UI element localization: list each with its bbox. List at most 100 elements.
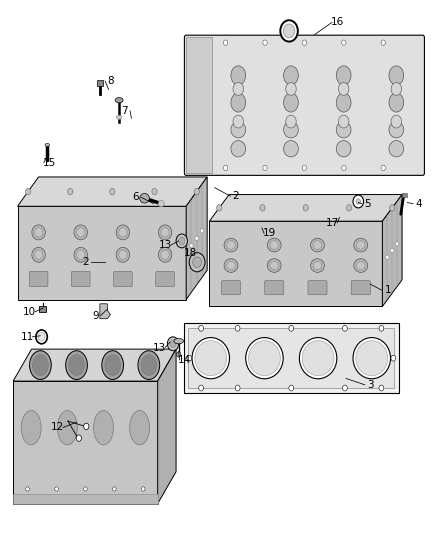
Ellipse shape bbox=[32, 247, 46, 262]
Ellipse shape bbox=[105, 355, 120, 375]
Ellipse shape bbox=[116, 247, 130, 262]
Ellipse shape bbox=[158, 247, 172, 262]
Ellipse shape bbox=[267, 238, 281, 252]
Ellipse shape bbox=[77, 250, 85, 260]
Circle shape bbox=[84, 487, 87, 491]
Text: 8: 8 bbox=[107, 76, 114, 86]
Bar bbox=[39, 306, 46, 312]
Circle shape bbox=[289, 385, 294, 391]
Ellipse shape bbox=[32, 225, 46, 240]
Bar bbox=[13, 494, 158, 504]
Ellipse shape bbox=[231, 141, 246, 157]
Circle shape bbox=[342, 40, 346, 45]
Circle shape bbox=[167, 337, 179, 351]
Ellipse shape bbox=[389, 141, 404, 157]
Ellipse shape bbox=[336, 66, 351, 85]
Ellipse shape bbox=[231, 93, 246, 112]
Circle shape bbox=[141, 487, 145, 491]
Circle shape bbox=[177, 352, 181, 357]
Ellipse shape bbox=[34, 250, 43, 260]
Bar bbox=[188, 328, 394, 388]
FancyBboxPatch shape bbox=[71, 271, 90, 287]
Circle shape bbox=[55, 487, 58, 491]
Text: 6: 6 bbox=[132, 192, 139, 202]
Polygon shape bbox=[13, 381, 158, 504]
Ellipse shape bbox=[248, 341, 280, 376]
Circle shape bbox=[356, 199, 360, 204]
Ellipse shape bbox=[356, 341, 388, 376]
Text: 17: 17 bbox=[325, 218, 339, 228]
Circle shape bbox=[286, 115, 296, 128]
Ellipse shape bbox=[74, 247, 88, 262]
Text: 5: 5 bbox=[364, 199, 371, 208]
Circle shape bbox=[289, 325, 294, 331]
Text: 14: 14 bbox=[178, 355, 191, 365]
Text: 11: 11 bbox=[21, 332, 34, 342]
Ellipse shape bbox=[231, 122, 246, 138]
Ellipse shape bbox=[389, 66, 404, 85]
Ellipse shape bbox=[336, 122, 351, 138]
Circle shape bbox=[199, 385, 204, 391]
Circle shape bbox=[280, 20, 298, 42]
Circle shape bbox=[283, 24, 295, 38]
Circle shape bbox=[187, 355, 192, 361]
Ellipse shape bbox=[34, 228, 43, 237]
Polygon shape bbox=[209, 221, 382, 306]
Ellipse shape bbox=[336, 141, 351, 157]
Bar bbox=[184, 323, 399, 393]
FancyBboxPatch shape bbox=[351, 281, 370, 295]
Text: 4: 4 bbox=[415, 199, 422, 208]
Ellipse shape bbox=[174, 338, 184, 344]
Circle shape bbox=[170, 340, 176, 348]
Circle shape bbox=[193, 257, 201, 268]
Text: 1: 1 bbox=[384, 286, 391, 295]
Ellipse shape bbox=[311, 259, 325, 272]
FancyBboxPatch shape bbox=[222, 281, 240, 295]
Circle shape bbox=[379, 385, 384, 391]
Ellipse shape bbox=[158, 200, 164, 207]
Circle shape bbox=[390, 248, 394, 253]
Circle shape bbox=[36, 330, 47, 344]
FancyBboxPatch shape bbox=[156, 271, 174, 287]
Circle shape bbox=[235, 385, 240, 391]
Circle shape bbox=[199, 325, 204, 331]
Ellipse shape bbox=[158, 225, 172, 240]
Circle shape bbox=[110, 189, 115, 195]
Ellipse shape bbox=[119, 228, 127, 237]
Ellipse shape bbox=[270, 241, 279, 249]
Circle shape bbox=[25, 189, 31, 195]
Ellipse shape bbox=[115, 98, 123, 103]
Polygon shape bbox=[209, 195, 402, 221]
Text: 2: 2 bbox=[82, 257, 89, 267]
FancyBboxPatch shape bbox=[113, 271, 132, 287]
Ellipse shape bbox=[141, 355, 157, 375]
Ellipse shape bbox=[195, 341, 227, 376]
Text: 9: 9 bbox=[92, 311, 99, 320]
Ellipse shape bbox=[130, 410, 149, 445]
Ellipse shape bbox=[224, 238, 238, 252]
Polygon shape bbox=[186, 177, 207, 300]
Text: 13: 13 bbox=[153, 343, 166, 352]
Ellipse shape bbox=[300, 337, 337, 379]
Bar bbox=[97, 80, 103, 86]
Bar bbox=[402, 193, 407, 197]
Circle shape bbox=[391, 355, 396, 361]
Text: 16: 16 bbox=[331, 18, 344, 27]
Circle shape bbox=[381, 40, 385, 45]
Circle shape bbox=[260, 205, 265, 211]
Text: 3: 3 bbox=[367, 380, 374, 390]
Circle shape bbox=[303, 205, 308, 211]
Ellipse shape bbox=[283, 66, 298, 85]
Ellipse shape bbox=[94, 410, 113, 445]
Ellipse shape bbox=[138, 351, 160, 379]
Circle shape bbox=[343, 385, 347, 391]
Circle shape bbox=[113, 487, 116, 491]
Circle shape bbox=[391, 83, 402, 95]
Circle shape bbox=[353, 195, 364, 208]
Circle shape bbox=[152, 189, 157, 195]
Ellipse shape bbox=[192, 337, 230, 379]
Ellipse shape bbox=[313, 241, 322, 249]
Text: 2: 2 bbox=[232, 191, 239, 201]
Circle shape bbox=[216, 205, 222, 211]
Circle shape bbox=[396, 242, 399, 246]
